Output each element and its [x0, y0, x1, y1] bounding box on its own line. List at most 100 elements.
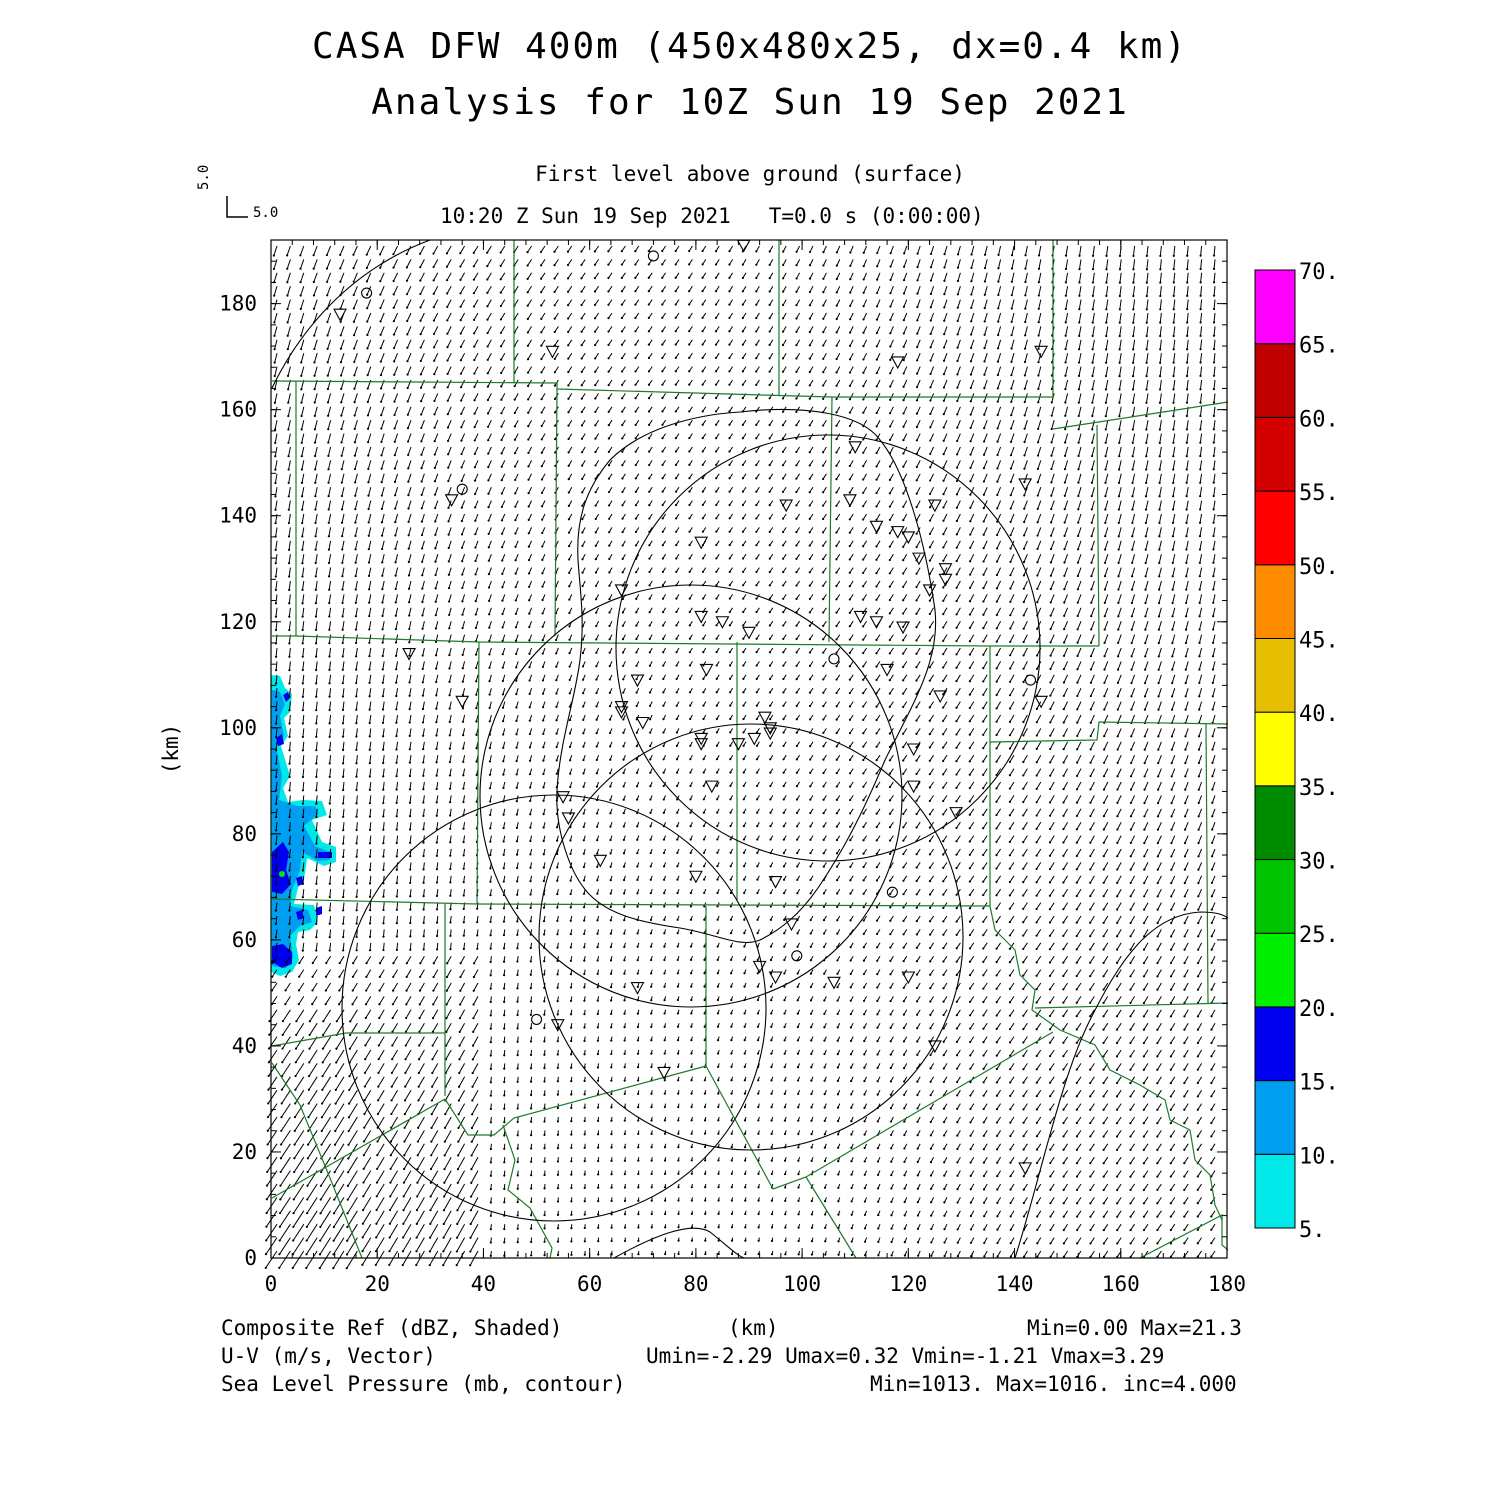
wind-vector-head — [286, 307, 289, 311]
wind-vector-head — [597, 1213, 600, 1216]
wind-vector-head — [648, 611, 651, 614]
wind-vector-head — [703, 945, 706, 948]
wind-vector-head — [366, 387, 369, 390]
wind-vector — [295, 1049, 305, 1063]
wind-vector-head — [610, 1066, 613, 1069]
wind-vector-head — [556, 1200, 560, 1203]
wind-vector-head — [351, 989, 354, 992]
wind-vector — [435, 647, 439, 656]
wind-vector — [394, 527, 399, 536]
wind-vector-head — [300, 441, 303, 444]
wind-vector-head — [701, 490, 704, 493]
wind-vector-head — [690, 1252, 694, 1256]
wind-vector-head — [570, 1053, 573, 1056]
wind-vector-head — [516, 1000, 519, 1003]
wind-vector-head — [429, 1167, 433, 1171]
wind-vector-head — [555, 839, 559, 842]
wind-vector-head — [394, 654, 398, 657]
wind-vector-head — [281, 1033, 284, 1036]
wind-vector — [567, 259, 573, 266]
wind-vector-head — [635, 664, 638, 667]
wind-vector-head — [622, 718, 625, 721]
wind-vector-head — [432, 306, 435, 309]
wind-vector-head — [475, 760, 478, 763]
wind-vector — [328, 594, 332, 604]
wind-vector-head — [543, 1026, 546, 1030]
wind-vector — [267, 1103, 278, 1118]
wind-vector — [379, 996, 385, 1005]
wind-vector-head — [489, 1014, 492, 1017]
wind-vector — [473, 996, 479, 1005]
wind-vector — [449, 741, 452, 749]
wind-vector-head — [541, 558, 544, 561]
wind-vector-head — [435, 948, 439, 951]
wind-vector — [431, 1063, 439, 1074]
wind-vector — [488, 567, 492, 575]
wind-vector-head — [368, 735, 371, 738]
wind-vector-head — [312, 254, 315, 257]
wind-vector-head — [540, 317, 543, 320]
wind-vector-head — [409, 895, 412, 898]
wind-vector-head — [422, 734, 425, 737]
wind-vector-head — [515, 693, 518, 696]
wind-vector — [394, 420, 399, 429]
wind-vector — [314, 433, 318, 443]
wind-vector — [306, 1210, 318, 1228]
wind-vector-head — [689, 865, 692, 868]
wind-vector-head — [273, 374, 276, 378]
wind-vector-head — [380, 454, 383, 457]
wind-vector-head — [361, 1222, 365, 1225]
wind-vector-head — [701, 503, 704, 507]
wind-vector-head — [420, 507, 423, 510]
wind-vector — [315, 647, 318, 657]
wind-vector-head — [278, 1225, 282, 1228]
wind-vector-head — [701, 343, 704, 346]
wind-vector-head — [382, 748, 385, 751]
wind-vector-head — [381, 721, 385, 724]
wind-vector — [288, 647, 291, 657]
wind-vector-head — [377, 1071, 380, 1074]
wind-vector-head — [503, 1054, 506, 1057]
wind-vector-head — [701, 396, 704, 400]
wind-vector — [379, 982, 385, 991]
wind-vector-head — [301, 869, 305, 872]
wind-vector — [473, 299, 479, 307]
wind-vector — [288, 473, 291, 484]
wind-vector — [393, 326, 399, 335]
wind-vector — [301, 406, 305, 417]
wind-vector-head — [342, 935, 345, 939]
wind-vector-head — [320, 1143, 323, 1146]
wind-vector — [381, 460, 385, 469]
wind-vector-head — [674, 303, 677, 306]
wind-vector-head — [402, 1195, 405, 1198]
wind-vector — [356, 889, 358, 897]
wind-vector-head — [596, 1052, 600, 1056]
wind-vector — [382, 889, 385, 897]
wind-vector-head — [378, 989, 381, 992]
wind-vector — [405, 1036, 412, 1046]
wind-vector — [275, 594, 278, 604]
wind-vector — [501, 527, 506, 534]
wind-vector — [365, 996, 372, 1005]
wind-vector — [354, 446, 358, 456]
wind-vector-head — [300, 481, 304, 484]
wind-vector-head — [689, 905, 693, 908]
wind-vector-head — [375, 1236, 378, 1239]
wind-vector-head — [634, 544, 638, 547]
wind-vector-head — [352, 320, 356, 323]
wind-vector-head — [516, 1134, 519, 1137]
wind-vector-head — [501, 706, 505, 709]
wind-vector — [334, 1170, 345, 1187]
wind-vector-head — [620, 330, 624, 333]
wind-vector-head — [556, 999, 559, 1003]
wind-vector-head — [472, 989, 475, 992]
wind-vector — [540, 312, 546, 320]
wind-vector-head — [528, 652, 531, 655]
wind-vector — [378, 1049, 385, 1060]
wind-vector-head — [688, 343, 691, 346]
wind-vector-head — [347, 1171, 350, 1174]
wind-vector — [342, 902, 345, 911]
wind-vector — [329, 728, 332, 737]
wind-vector — [274, 393, 278, 403]
wind-vector — [461, 567, 466, 575]
